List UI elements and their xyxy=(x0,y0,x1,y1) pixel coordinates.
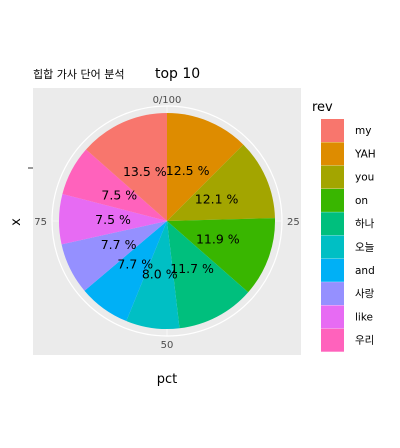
angle-tick-label: 50 xyxy=(161,340,174,351)
legend-key xyxy=(321,212,344,236)
rev-slice-oneul xyxy=(126,221,180,329)
rev-slice-like xyxy=(59,194,168,245)
slice-label: 7.7 % xyxy=(117,257,153,272)
rev-slice-uri xyxy=(62,149,167,221)
rev-slice-YAH xyxy=(167,113,244,221)
legend-key xyxy=(321,142,344,166)
legend-key xyxy=(321,188,344,212)
slice-label: 11.7 % xyxy=(170,261,214,276)
rev-slice-my xyxy=(86,113,167,221)
legend-key xyxy=(321,305,344,329)
legend-label: 오늘 xyxy=(355,242,375,254)
legend-label: my xyxy=(355,125,371,137)
slice-labels: 12.5 %12.1 %11.9 %11.7 %8.0 %7.7 %7.7 %7… xyxy=(95,163,240,281)
legend-label: 우리 xyxy=(355,335,374,347)
rev-slice-you xyxy=(167,144,275,221)
pie-slices xyxy=(59,113,275,329)
rev-slice-hana xyxy=(167,221,249,329)
slice-label: 7.5 % xyxy=(95,212,131,227)
slice-label: 12.1 % xyxy=(195,192,239,207)
legend-label: and xyxy=(355,265,375,277)
slice-label: 7.7 % xyxy=(101,237,137,252)
slice-label: 13.5 % xyxy=(123,164,167,179)
legend-label: YAH xyxy=(354,148,376,160)
legend-key xyxy=(321,165,344,189)
y-axis-title: pct xyxy=(157,372,178,387)
legend-label: 하나 xyxy=(355,217,375,230)
x-axis-title: x xyxy=(9,218,24,226)
legend-key xyxy=(321,235,344,259)
chart-title-suffix: top 10 xyxy=(155,66,200,82)
slice-label: 8.0 % xyxy=(142,267,178,282)
angle-tick-label: 25 xyxy=(287,217,300,228)
rev-slice-sarang xyxy=(61,221,167,291)
rev-slice-and xyxy=(84,221,167,322)
legend-title: rev xyxy=(312,100,333,115)
legend-label: 사랑 xyxy=(355,288,375,300)
slice-label: 12.5 % xyxy=(166,163,210,178)
legend-key xyxy=(321,328,344,352)
angle-ticks: 0/100 25 50 75 xyxy=(34,95,299,351)
legend-key xyxy=(321,258,344,282)
slice-label: 7.5 % xyxy=(101,188,137,203)
chart-title-prefix: 힙합 가사 단어 분석 xyxy=(33,68,124,81)
legend-key xyxy=(321,119,344,142)
legend-label: on xyxy=(355,195,368,207)
legend-key xyxy=(321,282,344,306)
angle-tick-label: 0/100 xyxy=(153,95,182,106)
slice-label: 11.9 % xyxy=(196,231,240,246)
rev-slice-on xyxy=(167,218,275,293)
angle-tick-label: 75 xyxy=(34,217,47,228)
legend-label: you xyxy=(355,172,374,184)
legend-label: like xyxy=(355,311,373,323)
